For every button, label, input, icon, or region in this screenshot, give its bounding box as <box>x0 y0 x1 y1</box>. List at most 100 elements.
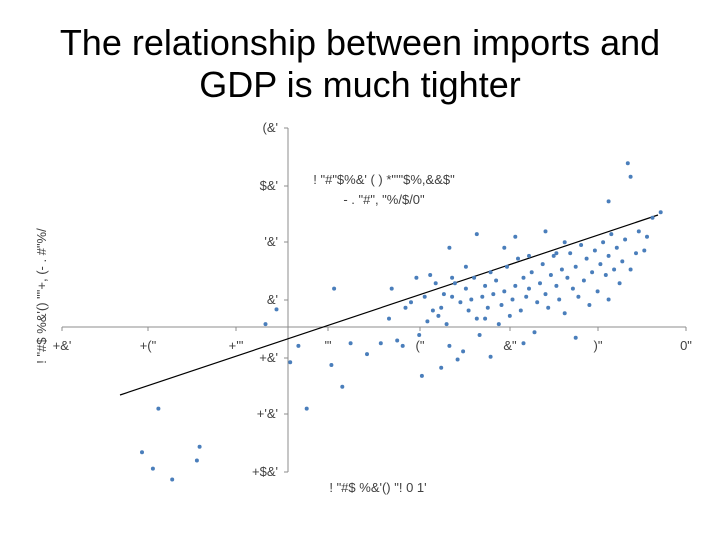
data-point <box>551 253 556 258</box>
data-point <box>469 297 474 302</box>
data-point <box>601 240 606 245</box>
x-axis-title: ! "#$ %&'() "! 0 1' <box>329 480 426 495</box>
data-point <box>461 349 466 354</box>
data-point <box>428 273 433 277</box>
data-point <box>502 289 507 294</box>
data-point <box>510 297 515 302</box>
x-tick-label: +&' <box>53 338 72 353</box>
data-point <box>365 352 369 357</box>
slide-title-line-2: GDP is much tighter <box>199 64 521 105</box>
data-point <box>463 286 468 291</box>
data-point <box>170 477 175 482</box>
data-point <box>494 278 499 283</box>
data-point <box>554 251 559 256</box>
data-point <box>628 267 633 272</box>
data-point <box>598 262 603 267</box>
data-point <box>521 275 526 280</box>
data-point <box>340 384 345 389</box>
data-point <box>474 316 479 321</box>
data-point <box>496 322 501 327</box>
data-point <box>603 273 608 277</box>
data-point <box>474 232 479 237</box>
data-point <box>623 237 628 242</box>
data-point <box>491 292 496 297</box>
data-point <box>387 316 391 321</box>
data-point <box>502 245 507 250</box>
data-point <box>543 292 548 297</box>
data-point <box>463 264 468 269</box>
data-point <box>389 286 394 291</box>
data-point <box>505 264 509 269</box>
data-point <box>433 281 438 286</box>
data-point <box>197 444 202 449</box>
chart-labels: +&' +(" +'" '" (" &")" 0" (&' $&' '&' &' +&' +'&' +$&… <box>34 120 692 495</box>
trendline <box>119 214 659 396</box>
data-point <box>403 305 408 310</box>
data-point <box>628 174 633 179</box>
data-point <box>620 259 625 264</box>
data-point <box>609 232 614 237</box>
data-point <box>527 286 531 291</box>
data-point <box>422 294 427 299</box>
data-point <box>592 248 597 253</box>
data-point <box>546 305 551 310</box>
y-tick-label: +'&' <box>257 406 278 421</box>
data-point <box>573 335 578 340</box>
y-tick-label: '&' <box>264 234 278 249</box>
trendline-group <box>119 214 659 396</box>
data-point <box>458 300 463 305</box>
y-tick-label: +$&' <box>252 464 278 479</box>
data-point <box>650 215 655 220</box>
data-point <box>645 234 649 239</box>
data-point <box>444 322 449 327</box>
y-tick-label: +&' <box>259 350 278 365</box>
data-point <box>466 308 471 313</box>
data-point <box>400 343 405 348</box>
data-points <box>140 161 663 482</box>
data-point <box>636 229 641 234</box>
data-point <box>527 253 531 258</box>
data-point <box>436 313 441 318</box>
chart-axes <box>61 127 687 473</box>
data-point <box>570 286 575 291</box>
data-point <box>516 256 520 261</box>
data-point <box>524 294 529 299</box>
data-point <box>595 289 600 294</box>
data-point <box>581 278 586 283</box>
data-point <box>658 210 663 215</box>
data-point <box>450 275 455 280</box>
data-point <box>532 330 537 335</box>
data-point <box>590 270 595 275</box>
data-point <box>579 243 584 247</box>
x-tick-label: +'" <box>229 338 244 353</box>
data-point <box>485 305 490 310</box>
data-point <box>156 406 161 411</box>
data-point <box>450 294 455 299</box>
x-tick-label: (" <box>416 338 425 353</box>
data-point <box>562 311 567 316</box>
data-point <box>540 262 545 267</box>
y-tick-label: &' <box>267 292 278 307</box>
data-point <box>332 286 337 291</box>
data-point <box>606 199 611 204</box>
x-tick-label: 0" <box>680 338 692 353</box>
data-point <box>140 450 144 455</box>
data-point <box>483 283 488 288</box>
data-point <box>513 234 518 239</box>
data-point <box>329 363 334 367</box>
data-point <box>617 281 622 286</box>
data-point <box>194 458 199 463</box>
data-point <box>447 343 452 348</box>
data-point <box>477 333 482 337</box>
data-point <box>419 373 424 378</box>
data-point <box>606 297 611 302</box>
data-point <box>378 341 383 346</box>
data-point <box>488 270 493 275</box>
data-point <box>447 245 452 250</box>
data-point <box>606 253 611 258</box>
data-point <box>425 319 430 324</box>
x-tick-label: '" <box>324 338 331 353</box>
data-point <box>439 365 444 370</box>
data-point <box>472 275 477 280</box>
